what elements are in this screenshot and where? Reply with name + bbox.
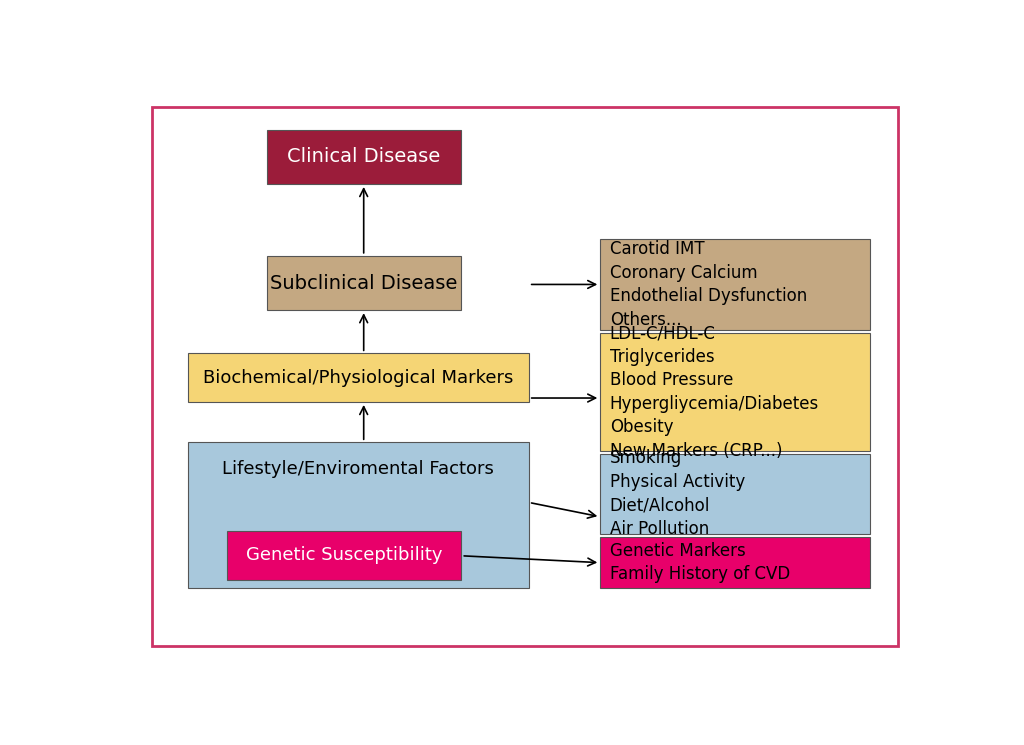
Text: LDL-C/HDL-C
Triglycerides
Blood Pressure
Hypergliycemia/Diabetes
Obesity
New Mar: LDL-C/HDL-C Triglycerides Blood Pressure…: [609, 324, 819, 460]
Text: Smoking
Physical Activity
Diet/Alcohol
Air Pollution: Smoking Physical Activity Diet/Alcohol A…: [609, 449, 745, 538]
Text: Genetic Markers
Family History of CVD: Genetic Markers Family History of CVD: [609, 542, 790, 583]
FancyBboxPatch shape: [600, 454, 870, 534]
FancyBboxPatch shape: [187, 353, 528, 402]
Text: Biochemical/Physiological Markers: Biochemical/Physiological Markers: [203, 369, 513, 387]
Text: Clinical Disease: Clinical Disease: [288, 148, 440, 166]
FancyBboxPatch shape: [267, 130, 461, 184]
FancyBboxPatch shape: [600, 537, 870, 589]
Text: Carotid IMT
Coronary Calcium
Endothelial Dysfunction
Others...: Carotid IMT Coronary Calcium Endothelial…: [609, 240, 807, 329]
FancyBboxPatch shape: [600, 238, 870, 330]
Text: Lifestyle/Enviromental Factors: Lifestyle/Enviromental Factors: [222, 460, 495, 478]
FancyBboxPatch shape: [267, 256, 461, 310]
Text: Genetic Susceptibility: Genetic Susceptibility: [246, 547, 442, 565]
Text: Subclinical Disease: Subclinical Disease: [270, 273, 458, 293]
FancyBboxPatch shape: [187, 443, 528, 589]
FancyBboxPatch shape: [227, 531, 461, 580]
FancyBboxPatch shape: [600, 333, 870, 451]
